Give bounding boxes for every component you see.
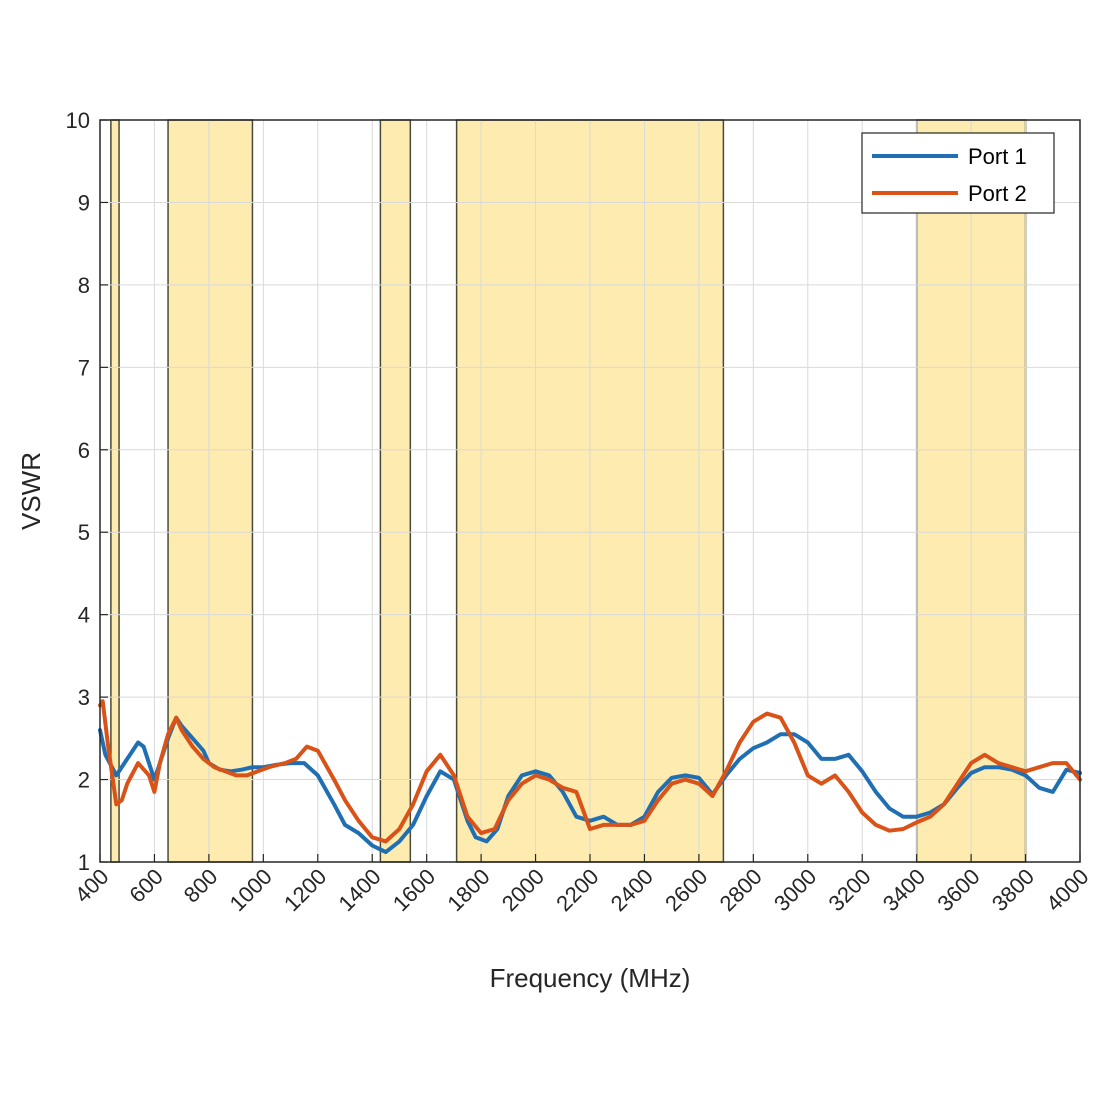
y-tick-label: 1 bbox=[78, 850, 90, 875]
x-tick-label: 2600 bbox=[660, 864, 712, 916]
x-axis-ticks: 400 600 800 1000 1200 1400 1600 1800 2000 2200 240… bbox=[70, 854, 1094, 916]
x-tick-label: 1800 bbox=[442, 864, 494, 916]
x-tick-label: 2400 bbox=[606, 864, 658, 916]
x-tick-label: 3200 bbox=[823, 864, 875, 916]
x-axis-label: Frequency (MHz) bbox=[490, 963, 691, 993]
y-tick-label: 5 bbox=[78, 520, 90, 545]
y-tick-label: 7 bbox=[78, 355, 90, 380]
y-axis-label: VSWR bbox=[16, 452, 46, 530]
series-line-port-2 bbox=[98, 699, 1082, 844]
x-tick-label: 2200 bbox=[551, 864, 603, 916]
legend: Port 1 Port 2 bbox=[861, 132, 1055, 214]
x-tick-label: 1200 bbox=[279, 864, 331, 916]
x-tick-label: 400 bbox=[70, 864, 114, 908]
y-tick-label: 10 bbox=[66, 108, 90, 133]
x-tick-label: 3000 bbox=[769, 864, 821, 916]
legend-box bbox=[861, 132, 1055, 214]
x-tick-label: 600 bbox=[124, 864, 168, 908]
frequency-band-1 bbox=[110, 119, 120, 863]
y-tick-label: 8 bbox=[78, 273, 90, 298]
frequency-band-3 bbox=[379, 119, 412, 863]
x-tick-label: 1400 bbox=[333, 864, 385, 916]
y-tick-label: 3 bbox=[78, 685, 90, 710]
x-tick-label: 800 bbox=[179, 864, 223, 908]
x-tick-label: 2000 bbox=[497, 864, 549, 916]
x-tick-label: 4000 bbox=[1041, 864, 1093, 916]
series-lines bbox=[98, 699, 1082, 855]
frequency-band-2 bbox=[167, 119, 254, 863]
x-tick-label: 1000 bbox=[225, 864, 277, 916]
y-tick-label: 2 bbox=[78, 768, 90, 793]
x-tick-label: 3600 bbox=[932, 864, 984, 916]
y-tick-label: 9 bbox=[78, 190, 90, 215]
x-tick-label: 1600 bbox=[388, 864, 440, 916]
x-tick-label: 3800 bbox=[987, 864, 1039, 916]
legend-label-port-1: Port 1 bbox=[968, 144, 1027, 169]
x-tick-label: 3400 bbox=[878, 864, 930, 916]
x-tick-label: 2800 bbox=[715, 864, 767, 916]
legend-label-port-2: Port 2 bbox=[968, 181, 1027, 206]
y-axis-ticks: 1 2 3 4 5 6 7 8 9 10 bbox=[66, 108, 108, 875]
y-tick-label: 6 bbox=[78, 438, 90, 463]
y-tick-label: 4 bbox=[78, 603, 90, 628]
